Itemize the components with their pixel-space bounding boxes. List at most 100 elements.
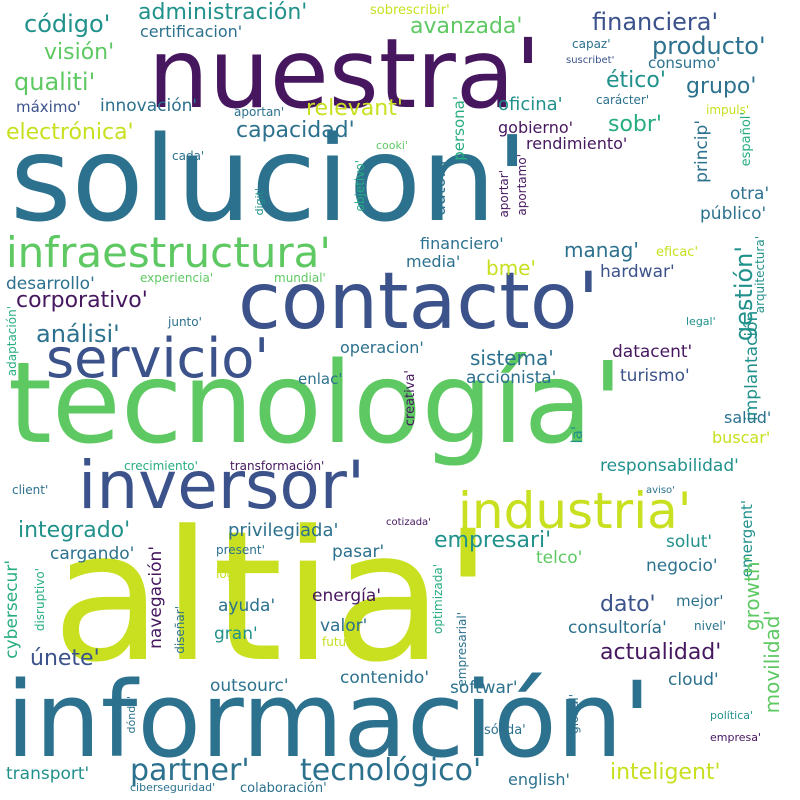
word-consultoria: consultoría': [568, 618, 667, 638]
word-eficac: eficac': [656, 245, 699, 260]
word-energia: energía': [312, 586, 381, 606]
word-aportar: aportar': [497, 170, 511, 218]
word-solut: solut': [666, 532, 713, 552]
word-pasar: pasar': [332, 542, 385, 562]
word-espanol: español': [739, 112, 754, 167]
word-operacion: operacion': [340, 338, 424, 357]
word-contenido: contenido': [340, 668, 430, 688]
word-colaboracion: colaboración': [240, 781, 327, 796]
word-logr: logr': [216, 567, 243, 581]
word-desarrollo: desarrollo': [6, 274, 95, 294]
word-manag: manag': [564, 238, 639, 262]
word-transformacion: transformación': [230, 459, 325, 473]
word-mundial: mundial': [274, 271, 326, 285]
word-tecnologia: tecnología': [8, 339, 624, 469]
word-consumo: consumo': [648, 54, 721, 72]
word-informacion: información': [6, 659, 652, 781]
word-altia: altia': [52, 493, 493, 702]
word-donde: dónde': [125, 696, 138, 734]
word-publico: público': [700, 204, 767, 224]
word-financiera: financiera': [592, 8, 719, 36]
word-corporativo: corporativo': [16, 288, 148, 313]
word-empresarial: empresarial': [455, 612, 469, 687]
word-electronica: electrónica': [6, 120, 134, 145]
word-solucion: solucion': [10, 110, 529, 248]
word-client: client': [12, 483, 49, 497]
word-mejor: mejor': [676, 592, 724, 610]
word-growth: growth': [740, 556, 764, 632]
word-bme: bme': [486, 256, 536, 280]
word-global: global': [567, 694, 581, 734]
word-rendimiento: rendimiento': [526, 134, 628, 153]
word-nuestra: nuestra': [148, 18, 542, 130]
word-sobrescribir: sobrescribir': [370, 3, 450, 18]
word-financiero: financiero': [420, 234, 504, 253]
word-outsourc: outsourc': [210, 676, 289, 696]
word-aviso: aviso': [646, 485, 675, 496]
word-sobr: sobr': [608, 112, 662, 137]
word-experiencia: experiencia': [140, 271, 214, 285]
word-impuls: impuls': [706, 103, 750, 117]
word-legal: legal': [686, 315, 716, 328]
word-crecimiento: crecimiento': [124, 459, 198, 473]
word-contacto: contacto': [238, 257, 600, 347]
word-etico: ético': [606, 68, 666, 93]
word-producto: producto': [652, 32, 766, 60]
word-present: present': [216, 543, 265, 557]
word-datacent: datacent': [612, 342, 693, 362]
word-princip: princip': [692, 120, 712, 183]
word-inversor: inversor': [78, 447, 366, 524]
word-objetivo: objetivo': [353, 160, 367, 212]
word-privilegiada: privilegiada': [228, 520, 339, 541]
word-softwar: softwar': [450, 678, 518, 698]
word-navegacion: navegación': [146, 546, 166, 649]
word-english: english': [508, 770, 570, 789]
word-infraestructura: infraestructura': [6, 228, 331, 277]
word-empresa: empresa': [710, 731, 762, 744]
word-salud: salud': [724, 408, 772, 427]
word-valor: valor': [320, 616, 368, 636]
word-servicio: servicio': [46, 327, 270, 390]
word-actualidad: actualidad': [600, 640, 722, 665]
word-solida: sólida': [484, 723, 526, 738]
word-cotizada: cotizada': [386, 517, 431, 528]
word-disruptivo: disruptivo': [33, 568, 47, 632]
word-la: la': [568, 426, 586, 444]
word-responsabilidad: responsabilidad': [600, 456, 739, 476]
word-adaptacion: adaptación': [5, 306, 19, 377]
word-unete: únete': [30, 646, 100, 671]
word-administracion: administración': [138, 0, 308, 25]
word-vision: visión': [44, 40, 115, 65]
word-buscar: buscar': [712, 428, 771, 447]
word-cloud: cloud': [668, 670, 719, 690]
word-dato: dato': [600, 592, 656, 617]
word-cargando: cargando': [50, 544, 135, 564]
word-movilidad: movilidad': [760, 610, 784, 714]
word-junto: junto': [168, 315, 202, 329]
word-creativa: creativa': [403, 370, 418, 427]
word-analisi: análisi': [36, 320, 120, 348]
word-accionista: accionista': [466, 368, 557, 388]
word-optimizada: optimizada': [431, 564, 445, 634]
word-maximo: máximo': [16, 98, 81, 116]
word-enlac: enlac': [298, 370, 343, 388]
word-inteligent: inteligent': [610, 760, 721, 785]
word-industria: industria': [458, 482, 692, 540]
word-cada: cada': [172, 149, 205, 163]
word-nivel: nivel': [694, 619, 727, 633]
word-cybersecur: cybersecur': [2, 560, 22, 659]
word-partner: partner': [130, 753, 250, 788]
word-ayuda: ayuda': [218, 596, 276, 616]
word-implantacion: implantación': [742, 306, 762, 421]
word-caracter: carácter': [596, 93, 650, 107]
word-disenar: diseñar': [173, 606, 187, 654]
word-capaz: capaz': [572, 37, 611, 51]
word-empresari: empresari': [434, 528, 552, 553]
word-negocio: negocio': [646, 556, 718, 576]
word-otra: otra': [730, 184, 770, 204]
word-relevant: relevant': [306, 96, 403, 121]
word-oficina: oficina': [498, 94, 563, 115]
word-autom: autom': [430, 156, 450, 216]
word-qualiti: qualiti': [14, 68, 96, 96]
